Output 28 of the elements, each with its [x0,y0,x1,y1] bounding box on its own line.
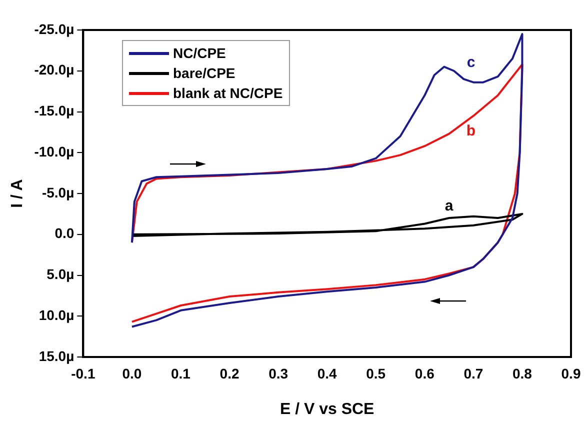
x-tick-label: 0.1 [171,365,191,382]
y-tick-label: -20.0µ [34,62,74,78]
y-axis-title: I / A [9,178,26,208]
x-tick-label: 0.0 [122,365,142,382]
x-tick-label: 0.2 [220,365,240,382]
x-tick-label: 0.9 [561,365,581,382]
x-axis-title: E / V vs SCE [280,400,375,418]
annotation: c [466,54,476,71]
annotation: b [466,122,476,140]
x-tick-label: 0.8 [512,365,532,382]
x-tick-label: 0.3 [268,365,288,382]
x-tick-label: -0.1 [71,365,96,382]
annotation: a [444,198,454,215]
x-tick-label: 0.6 [414,365,435,382]
y-tick-label: 0.0 [54,225,74,242]
legend-label: blank at NC/CPE [173,84,283,103]
legend-label: bare/CPE [173,64,236,83]
x-tick-label: 0.5 [366,365,386,382]
x-tick-label: 0.7 [464,365,484,382]
y-tick-label: 5.0µ [46,266,74,282]
y-tick-label: 10.0µ [38,306,74,323]
y-tick-label: -15.0µ [34,102,74,119]
y-tick-label: -10.0µ [34,143,74,160]
y-tick-label: -25.0µ [34,20,74,37]
x-tick-label: 0.4 [317,365,338,382]
legend-label: NC/CPE [173,44,226,63]
y-tick-label: 15.0µ [38,348,74,364]
y-tick-label: -5.0µ [42,184,74,200]
